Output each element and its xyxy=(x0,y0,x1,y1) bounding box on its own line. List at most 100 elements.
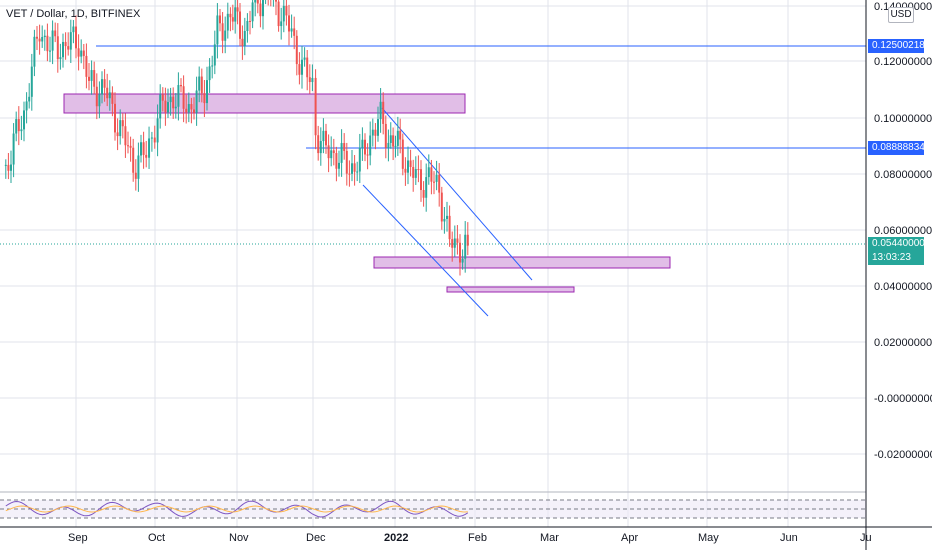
candle-body xyxy=(384,123,387,148)
candle-body xyxy=(389,135,392,143)
candle-body xyxy=(327,145,330,159)
candle-body xyxy=(427,167,430,178)
price-axis[interactable]: 0.14000000 0.12000000 0.10000000 0.08000… xyxy=(874,1,932,461)
candle-body xyxy=(224,30,227,41)
channel-lower xyxy=(362,184,489,317)
candle-body xyxy=(288,15,290,32)
candle-body xyxy=(251,2,254,22)
channel[interactable] xyxy=(362,107,533,317)
currency-button[interactable]: USD xyxy=(888,7,914,23)
candle-body xyxy=(88,76,90,81)
candle-body xyxy=(417,169,420,171)
price-tick: -0.00000000 xyxy=(874,393,932,405)
candle-body xyxy=(379,101,382,120)
candle-body xyxy=(446,215,448,219)
candle-body xyxy=(285,5,288,16)
candle-body xyxy=(119,120,122,137)
candle-body xyxy=(67,46,70,50)
time-tick: Sep xyxy=(68,532,88,544)
candle-body xyxy=(293,28,296,36)
candle-body xyxy=(453,238,456,248)
channel-upper xyxy=(381,107,533,281)
candle-body xyxy=(348,173,351,175)
zone-middle xyxy=(373,256,671,269)
price-tick: 0.02000000 xyxy=(874,337,932,349)
candles xyxy=(4,0,469,276)
candle-body xyxy=(234,7,237,22)
level-2-label: 0.08888834 xyxy=(868,141,925,155)
candle-body xyxy=(211,65,214,67)
candle-body xyxy=(33,36,36,67)
candle-body xyxy=(106,87,109,99)
candle-body xyxy=(216,15,219,45)
time-tick: Apr xyxy=(621,532,638,544)
price-tick: -0.02000000 xyxy=(874,449,932,461)
candle-body xyxy=(409,160,412,167)
candle-body xyxy=(364,139,366,155)
candle-body xyxy=(169,96,172,103)
candle-body xyxy=(10,164,12,171)
candle-body xyxy=(28,96,31,102)
candle-body xyxy=(353,163,356,172)
candle-body xyxy=(182,86,185,109)
time-tick: Jun xyxy=(780,532,798,544)
candle-body xyxy=(142,142,145,155)
candle-body xyxy=(282,5,285,22)
candle-body xyxy=(82,50,85,56)
candle-body xyxy=(190,104,193,110)
rsi-ma-line xyxy=(5,505,468,513)
time-tick: Feb xyxy=(468,532,487,544)
candle-body xyxy=(301,59,303,75)
time-axis[interactable]: Sep Oct Nov Dec 2022 Feb Mar Apr May Jun… xyxy=(68,532,872,544)
candle-body xyxy=(361,139,364,148)
candle-body xyxy=(371,129,374,136)
candle-body xyxy=(93,70,96,87)
candle-body xyxy=(392,135,395,147)
candle-body xyxy=(213,44,216,66)
candle-body xyxy=(43,35,46,37)
candle-body xyxy=(15,119,18,134)
candle-body xyxy=(98,94,101,107)
candle-body xyxy=(414,169,417,178)
price-tick: 0.08000000 xyxy=(874,169,932,181)
candle-body xyxy=(156,118,159,143)
candle-body xyxy=(438,174,441,193)
candle-body xyxy=(440,192,443,222)
price-tick: 0.04000000 xyxy=(874,281,932,293)
candle-body xyxy=(433,181,435,183)
time-tick: Oct xyxy=(148,532,165,544)
candle-body xyxy=(180,85,182,87)
candle-body xyxy=(249,20,251,22)
candle-body xyxy=(330,150,333,159)
candle-body xyxy=(174,106,177,109)
candle-body xyxy=(243,31,246,46)
candle-body xyxy=(256,0,259,4)
candle-body xyxy=(461,258,464,263)
candle-body xyxy=(338,162,340,169)
zone-lower xyxy=(446,286,575,293)
candle-body xyxy=(466,234,469,246)
current-price-label: 0.05440000 xyxy=(868,237,925,251)
candle-body xyxy=(114,103,116,133)
candle-body xyxy=(335,153,338,169)
candle-body xyxy=(322,130,325,142)
candle-body xyxy=(103,79,106,88)
candle-body xyxy=(164,100,167,113)
candle-body xyxy=(443,218,446,222)
candle-body xyxy=(90,70,93,81)
candle-body xyxy=(116,132,119,137)
candle-body xyxy=(422,190,425,198)
candle-body xyxy=(172,96,175,109)
time-tick: May xyxy=(698,532,719,544)
candle-body xyxy=(121,120,124,127)
candle-body xyxy=(377,119,379,136)
candle-body xyxy=(241,38,244,46)
candle-body xyxy=(356,171,359,173)
candle-body xyxy=(343,143,346,151)
candle-body xyxy=(308,77,311,83)
candle-body xyxy=(345,150,348,174)
candle-body xyxy=(153,137,156,143)
candle-body xyxy=(311,77,314,83)
price-tick: 0.10000000 xyxy=(874,113,932,125)
